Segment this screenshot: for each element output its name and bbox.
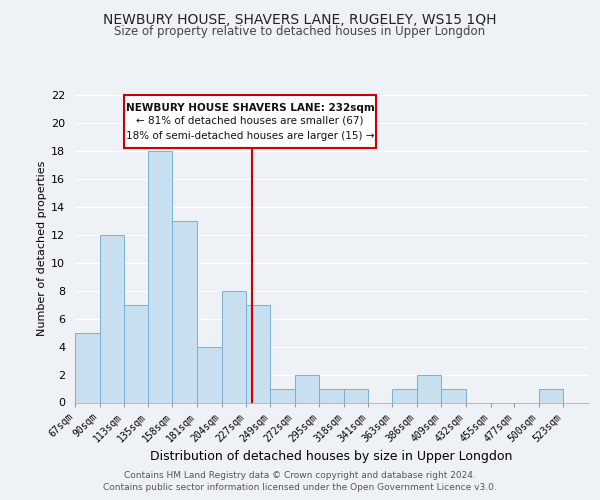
- Bar: [344, 388, 368, 402]
- Text: 18% of semi-detached houses are larger (15) →: 18% of semi-detached houses are larger (…: [126, 130, 374, 140]
- Text: NEWBURY HOUSE SHAVERS LANE: 232sqm: NEWBURY HOUSE SHAVERS LANE: 232sqm: [126, 102, 374, 113]
- FancyBboxPatch shape: [124, 95, 376, 148]
- Text: Size of property relative to detached houses in Upper Longdon: Size of property relative to detached ho…: [115, 25, 485, 38]
- Bar: [75, 332, 100, 402]
- Bar: [148, 151, 172, 403]
- Bar: [124, 304, 148, 402]
- Y-axis label: Number of detached properties: Number of detached properties: [37, 161, 47, 336]
- X-axis label: Distribution of detached houses by size in Upper Longdon: Distribution of detached houses by size …: [151, 450, 512, 464]
- Bar: [441, 388, 466, 402]
- Bar: [539, 388, 563, 402]
- Bar: [270, 388, 295, 402]
- Bar: [100, 235, 124, 402]
- Text: Contains HM Land Registry data © Crown copyright and database right 2024.: Contains HM Land Registry data © Crown c…: [124, 471, 476, 480]
- Bar: [392, 388, 416, 402]
- Bar: [295, 374, 319, 402]
- Bar: [319, 388, 344, 402]
- Text: ← 81% of detached houses are smaller (67): ← 81% of detached houses are smaller (67…: [136, 116, 364, 126]
- Text: Contains public sector information licensed under the Open Government Licence v3: Contains public sector information licen…: [103, 484, 497, 492]
- Text: NEWBURY HOUSE, SHAVERS LANE, RUGELEY, WS15 1QH: NEWBURY HOUSE, SHAVERS LANE, RUGELEY, WS…: [103, 12, 497, 26]
- Bar: [247, 304, 270, 402]
- Bar: [197, 346, 222, 403]
- Bar: [416, 374, 441, 402]
- Bar: [222, 290, 247, 403]
- Bar: [172, 221, 197, 402]
